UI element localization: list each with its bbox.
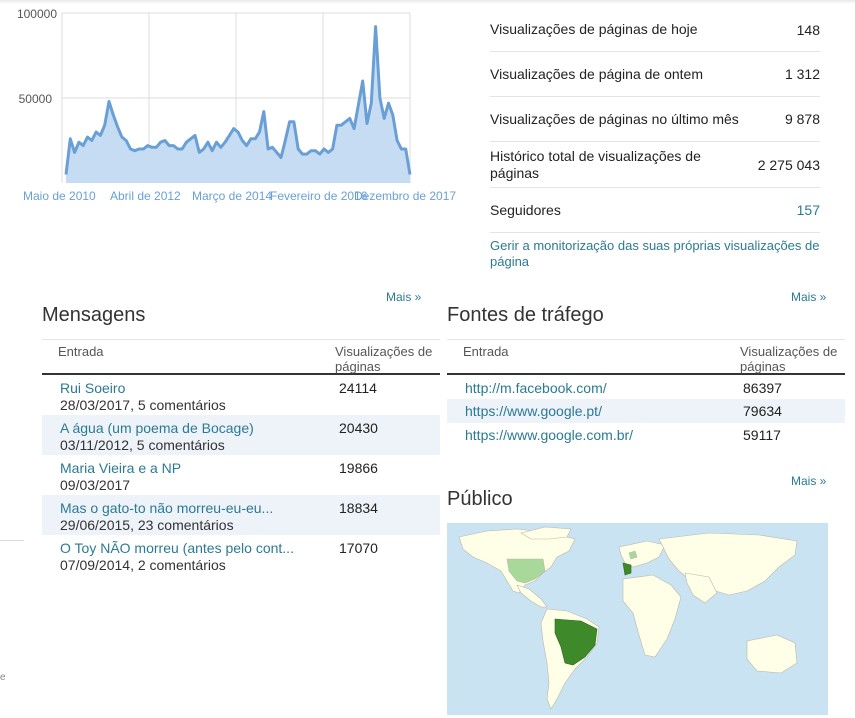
- followers-link[interactable]: 157: [796, 202, 820, 218]
- audience-title: Público: [447, 488, 513, 510]
- top-divider: [0, 0, 855, 4]
- map-greenland-arctic: [520, 526, 572, 540]
- map-africa: [622, 574, 682, 658]
- x-tick-label: Maio de 2010: [23, 189, 96, 203]
- sidebar-divider: [0, 540, 24, 541]
- messages-more-link[interactable]: Mais »: [386, 290, 422, 304]
- map-australia: [746, 634, 798, 674]
- table-row: https://www.google.com.br/ 59117: [447, 423, 845, 447]
- map-brazil: [554, 618, 598, 666]
- traffic-table-header: Entrada Visualizações de páginas: [447, 339, 845, 375]
- post-link[interactable]: Maria Vieira e a NP: [60, 460, 182, 476]
- traffic-source-link[interactable]: http://m.facebook.com/: [465, 380, 607, 396]
- table-row: Rui Soeiro 28/03/2017, 5 comentários 241…: [42, 375, 440, 415]
- traffic-views: 86397: [743, 380, 782, 396]
- table-row: https://www.google.pt/ 79634: [447, 399, 845, 423]
- table-row: A água (um poema de Bocage) 03/11/2012, …: [42, 415, 440, 455]
- table-row: Mas o gato-to não morreu-eu-eu... 29/06/…: [42, 495, 440, 535]
- pageviews-chart: 100000 50000 Maio de 2010 Abril de 2012 …: [17, 7, 456, 203]
- post-views: 24114: [339, 380, 377, 396]
- post-views: 18834: [339, 500, 378, 516]
- x-tick-label: Abril de 2012: [110, 189, 181, 203]
- post-meta: 09/03/2017: [60, 477, 131, 493]
- traffic-more-link[interactable]: Mais »: [791, 290, 827, 304]
- y-tick-50000: 50000: [19, 92, 53, 106]
- audience-more-link[interactable]: Mais »: [791, 474, 827, 488]
- messages-table: Entrada Visualizações de páginas Rui Soe…: [42, 339, 440, 575]
- traffic-source-link[interactable]: https://www.google.com.br/: [465, 427, 634, 443]
- audience-world-map: [447, 523, 828, 715]
- map-portugal: [622, 562, 632, 576]
- stat-value: 9 878: [784, 111, 820, 127]
- col-views: Visualizações de páginas: [740, 344, 838, 374]
- stat-yesterday: Visualizações de página de ontem 1 312: [490, 52, 820, 97]
- post-link[interactable]: Mas o gato-to não morreu-eu-eu...: [60, 500, 274, 516]
- stat-last-month: Visualizações de páginas no último mês 9…: [490, 97, 820, 142]
- stats-panel: Visualizações de páginas de hoje 148 Vis…: [490, 8, 820, 233]
- stat-value: 148: [796, 21, 820, 38]
- stat-total: Histórico total de visualizações de pági…: [490, 142, 820, 188]
- col-views: Visualizações de páginas: [335, 344, 433, 374]
- map-europe: [618, 540, 666, 568]
- stat-label: Seguidores: [490, 201, 561, 218]
- stat-followers: Seguidores 157: [490, 188, 820, 233]
- messages-table-header: Entrada Visualizações de páginas: [42, 339, 440, 375]
- col-entry: Entrada: [463, 344, 509, 359]
- post-link[interactable]: Rui Soeiro: [60, 380, 126, 396]
- post-views: 17070: [339, 540, 378, 556]
- post-meta: 03/11/2012, 5 comentários: [60, 437, 225, 453]
- stat-label: Visualizações de página de ontem: [490, 65, 704, 82]
- traffic-table: Entrada Visualizações de páginas http://…: [447, 339, 845, 447]
- post-meta: 29/06/2015, 23 comentários: [60, 517, 234, 533]
- post-link[interactable]: A água (um poema de Bocage): [60, 420, 254, 436]
- chart-line: [64, 25, 412, 175]
- stat-today: Visualizações de páginas de hoje 148: [490, 8, 820, 52]
- table-row: http://m.facebook.com/ 86397: [447, 375, 845, 399]
- traffic-views: 79634: [743, 403, 782, 419]
- traffic-views: 59117: [743, 427, 781, 443]
- stat-value: 1 312: [784, 66, 820, 82]
- x-tick-label: Março de 2014: [192, 189, 272, 203]
- post-meta: 07/09/2014, 2 comentários: [60, 557, 226, 573]
- traffic-source-link[interactable]: https://www.google.pt/: [465, 403, 602, 419]
- map-uk: [628, 550, 638, 560]
- x-tick-label: Dezembro de 2017: [354, 189, 456, 203]
- sidebar-fragment: e: [0, 672, 6, 683]
- stat-label: Visualizações de páginas no último mês: [490, 110, 739, 127]
- x-tick-label: Fevereiro de 2016: [270, 189, 368, 203]
- post-views: 20430: [339, 420, 378, 436]
- post-link[interactable]: O Toy NÃO morreu (antes pelo cont...: [60, 540, 294, 556]
- map-central-america: [516, 584, 548, 608]
- map-india: [684, 572, 718, 604]
- manage-tracking-link[interactable]: Gerir a monitorização das suas próprias …: [490, 238, 820, 269]
- map-usa: [506, 558, 546, 584]
- post-meta: 28/03/2017, 5 comentários: [60, 397, 226, 413]
- stat-label: Histórico total de visualizações de pági…: [490, 147, 701, 181]
- table-row: O Toy NÃO morreu (antes pelo cont... 07/…: [42, 535, 440, 575]
- stat-value: 2 275 043: [757, 156, 820, 173]
- table-row: Maria Vieira e a NP 09/03/2017 19866: [42, 455, 440, 495]
- post-views: 19866: [339, 460, 378, 476]
- traffic-title: Fontes de tráfego: [447, 304, 604, 326]
- col-entry: Entrada: [58, 344, 104, 359]
- messages-title: Mensagens: [42, 304, 146, 326]
- stat-label: Visualizações de páginas de hoje: [490, 21, 698, 37]
- y-tick-100000: 100000: [17, 7, 57, 21]
